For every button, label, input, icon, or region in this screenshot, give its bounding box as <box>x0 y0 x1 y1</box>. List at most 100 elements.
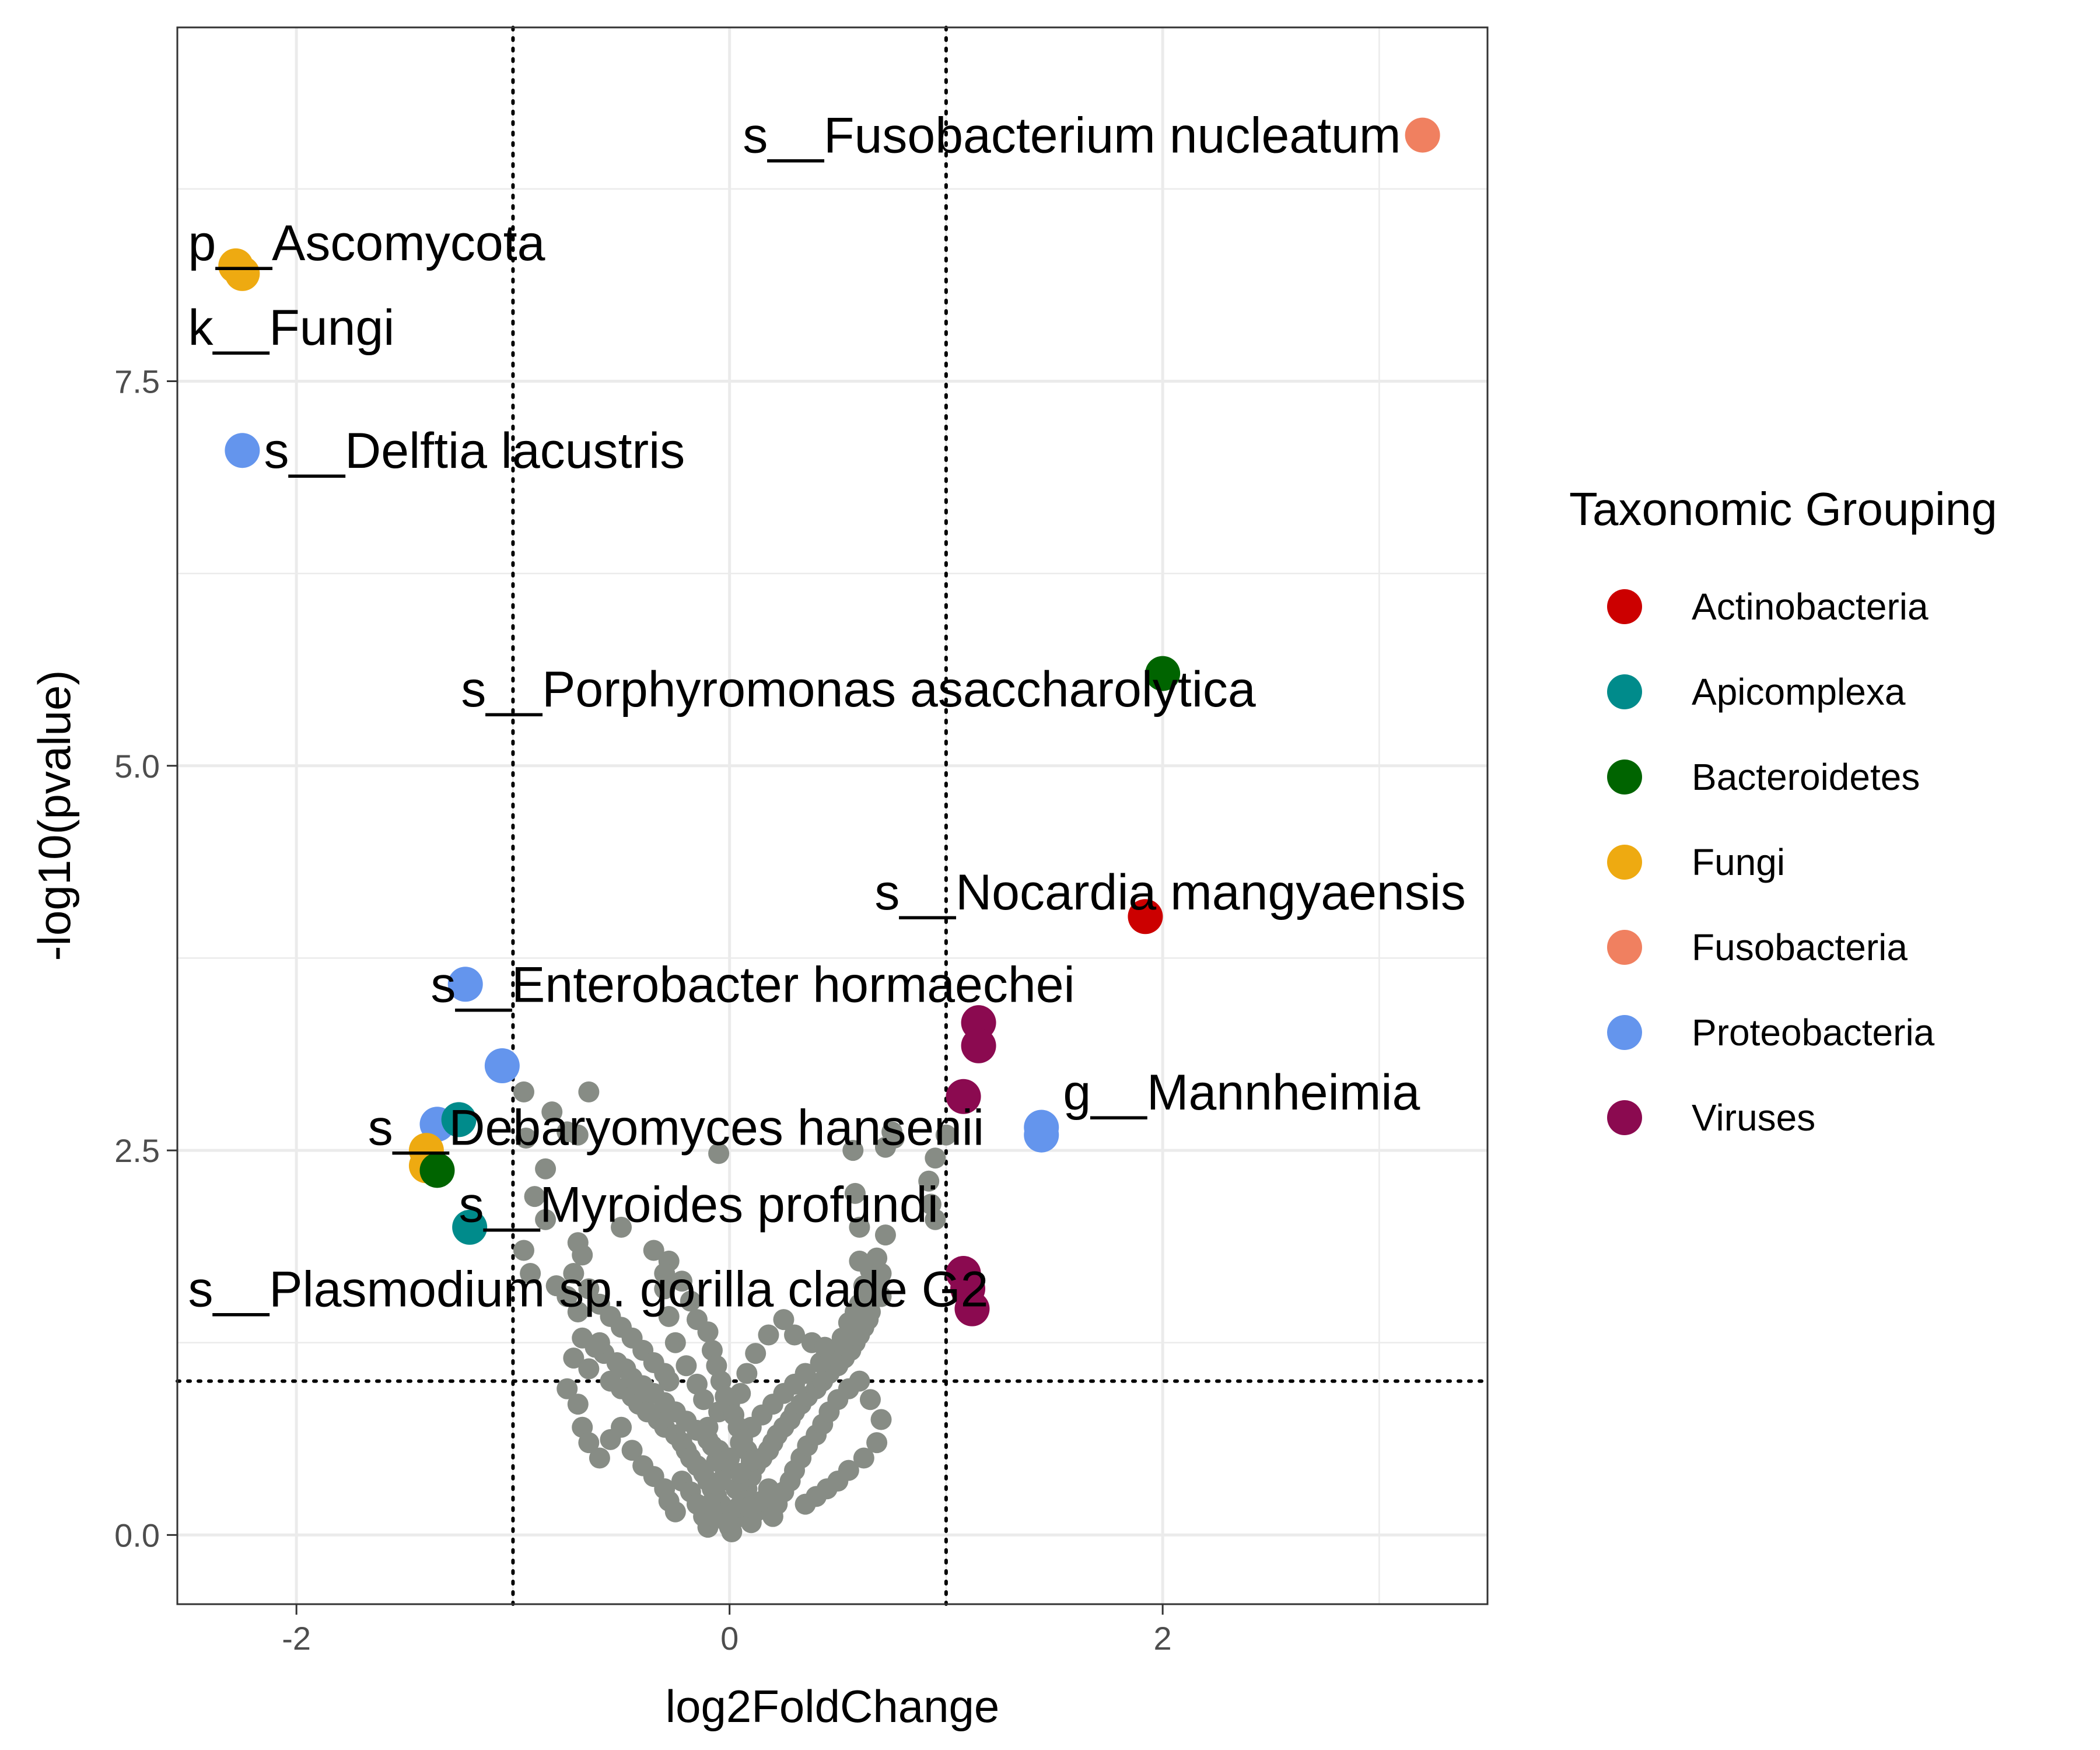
highlighted-point <box>961 1028 996 1063</box>
background-point <box>918 1170 940 1192</box>
y-axis: 0.0 2.5 5.0 7.5 <box>114 363 177 1553</box>
background-point <box>745 1343 766 1364</box>
point-label: s__Myroides profundi <box>459 1177 939 1233</box>
highlighted-point <box>954 1291 990 1326</box>
background-point <box>664 1332 686 1353</box>
highlighted-point <box>1024 1117 1059 1153</box>
background-point <box>520 1263 541 1284</box>
background-point <box>849 1216 870 1238</box>
background-point <box>578 1081 600 1102</box>
background-point <box>541 1101 563 1123</box>
point-label: s__Porphyromonas asaccharolytica <box>461 662 1256 718</box>
background-point <box>556 1378 578 1399</box>
background-point <box>578 1432 600 1454</box>
background-point <box>738 1496 760 1518</box>
legend-key <box>1607 589 1642 624</box>
highlighted-point <box>441 1102 477 1138</box>
background-point <box>535 1158 556 1180</box>
background-point <box>844 1301 866 1322</box>
legend-key <box>1607 1015 1642 1050</box>
background-point <box>556 1286 578 1307</box>
legend-label: Fusobacteria <box>1692 926 1908 968</box>
highlighted-point <box>1405 117 1440 153</box>
highlighted-point <box>1128 899 1163 935</box>
highlighted-point <box>452 1209 488 1245</box>
point-label: s__Fusobacterium nucleatum <box>743 108 1401 164</box>
background-point <box>699 1493 721 1515</box>
background-point <box>654 1263 676 1284</box>
x-tick-label: -2 <box>282 1620 311 1657</box>
background-point <box>736 1363 758 1384</box>
background-point <box>814 1336 836 1358</box>
point-label: p__Ascomycota <box>188 215 545 271</box>
legend-title: Taxonomic Grouping <box>1569 483 1997 535</box>
point-label: s__Debaryomyces hansenii <box>368 1100 984 1156</box>
point-label: g__Mannheimia <box>1063 1065 1420 1121</box>
y-tick-label: 2.5 <box>114 1132 160 1169</box>
background-point <box>658 1306 680 1327</box>
point-label: s__Delftia lacustris <box>264 423 685 479</box>
legend-label: Bacteroidetes <box>1692 756 1920 798</box>
highlighted-points <box>218 117 1440 1326</box>
background-point <box>925 1147 946 1169</box>
legend-key <box>1607 760 1642 794</box>
background-point <box>513 1081 534 1102</box>
y-tick-label: 5.0 <box>114 748 160 785</box>
legend-label: Actinobacteria <box>1692 586 1929 628</box>
background-point <box>697 1416 719 1438</box>
background-point <box>515 1127 537 1149</box>
background-point <box>794 1493 816 1515</box>
background-point <box>859 1389 881 1410</box>
background-point <box>708 1143 730 1164</box>
background-point <box>567 1301 589 1322</box>
background-point <box>572 1244 593 1266</box>
background-point <box>758 1324 779 1346</box>
background-point <box>773 1309 794 1331</box>
y-tick-label: 7.5 <box>114 363 160 400</box>
legend-label: Viruses <box>1692 1097 1815 1139</box>
x-tick-label: 2 <box>1154 1620 1172 1657</box>
highlighted-point <box>946 1079 981 1114</box>
y-tick-label: 0.0 <box>114 1517 160 1553</box>
background-point <box>842 1140 864 1161</box>
background-point <box>611 1216 632 1238</box>
background-point <box>870 1409 892 1430</box>
background-point <box>664 1501 686 1522</box>
background-point <box>853 1447 874 1469</box>
background-point <box>935 1124 957 1146</box>
background-point <box>563 1348 584 1369</box>
background-point <box>658 1370 680 1392</box>
background-point <box>866 1432 888 1454</box>
background-point <box>572 1327 593 1349</box>
y-axis-title: -log10(pvalue) <box>29 670 80 961</box>
background-point <box>874 1224 896 1246</box>
background-point <box>697 1321 719 1343</box>
background-point <box>784 1324 806 1346</box>
point-label: s__Nocardia mangyaensis <box>874 864 1465 921</box>
plot-border <box>176 26 1489 1605</box>
background-point <box>849 1370 870 1392</box>
x-axis-title: log2FoldChange <box>666 1681 999 1732</box>
highlighted-point <box>447 967 483 1002</box>
background-point <box>844 1182 866 1204</box>
highlighted-point <box>225 433 260 468</box>
background-point <box>654 1278 676 1300</box>
point-label: s__Plasmodium sp. gorilla clade G2 <box>188 1261 989 1317</box>
background-point <box>680 1290 701 1312</box>
background-point <box>513 1240 534 1261</box>
background-point <box>567 1394 589 1415</box>
background-point <box>701 1435 723 1457</box>
background-point <box>524 1186 545 1208</box>
x-axis: -2 0 2 <box>282 1604 1172 1657</box>
x-tick-label: 0 <box>720 1620 738 1657</box>
legend-label: Fungi <box>1692 841 1785 883</box>
background-point <box>716 1512 738 1534</box>
point-label: k__Fungi <box>188 300 395 356</box>
background-point <box>567 1124 589 1146</box>
background-point <box>589 1447 610 1469</box>
background-point <box>870 1263 892 1284</box>
background-point <box>578 1278 600 1300</box>
legend-key <box>1607 674 1642 709</box>
point-labels: s__Fusobacterium nucleatum p__Ascomycotak… <box>188 108 1466 1318</box>
background-point <box>676 1355 697 1377</box>
